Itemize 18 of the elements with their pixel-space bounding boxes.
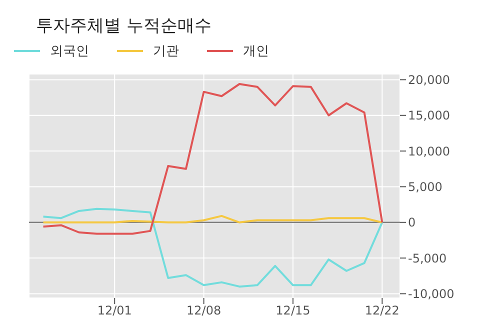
x-tick-label: 12/01 [97,304,132,318]
y-tick-label: 10,000 [408,144,450,158]
y-tick-label: -10,000 [408,286,454,301]
legend-label: 기관 [153,43,179,60]
legend-label: 외국인 [50,43,89,60]
y-tick-label: -5,000 [408,251,447,266]
chart-title: 투자주체별 누적순매수 [35,15,212,38]
line-series [42,82,384,235]
y-tick-label: 15,000 [408,108,450,123]
y-tick-label: 5,000 [408,180,442,194]
line-series [42,214,384,224]
line-series [42,208,384,288]
x-tick-label: 12/15 [276,304,310,318]
legend-label: 개인 [243,43,269,60]
y-tick-label: 20,000 [408,72,450,87]
x-tick-label: 12/08 [186,304,222,318]
x-tick-label: 12/22 [364,304,400,318]
y-tick-label: 0 [408,216,416,230]
